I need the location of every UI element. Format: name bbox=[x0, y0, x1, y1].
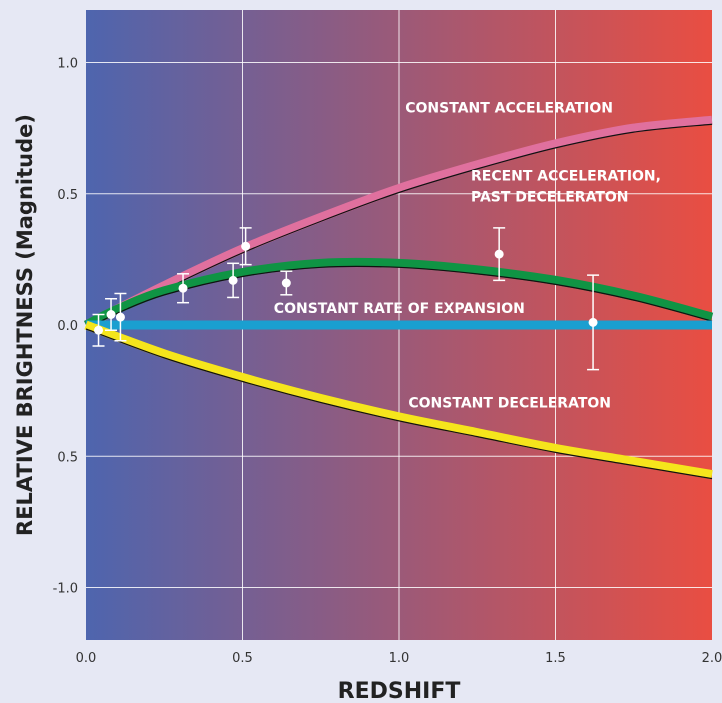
data-point bbox=[114, 292, 127, 342]
series-constant-deceleraton bbox=[84, 320, 713, 480]
y-axis-title: RELATIVE BRIGHTNESS (Magnitude) bbox=[13, 114, 37, 536]
curve-label: CONSTANT DECELERATON bbox=[408, 396, 611, 412]
data-points bbox=[92, 227, 600, 371]
data-point bbox=[105, 298, 118, 331]
curve-label: PAST DECELERATON bbox=[471, 190, 629, 206]
y-tick-label: 0.0 bbox=[57, 319, 78, 334]
x-tick-label: 0.0 bbox=[76, 651, 97, 666]
series-edge-constant-acceleration bbox=[85, 123, 713, 330]
x-tick-label: 1.0 bbox=[389, 651, 410, 666]
y-tick-label: 1.0 bbox=[57, 57, 78, 72]
data-point-marker bbox=[228, 275, 238, 285]
y-tick-label: 0.5 bbox=[57, 188, 78, 203]
data-point-marker bbox=[588, 317, 598, 327]
data-point-marker bbox=[178, 283, 188, 293]
curve-label: CONSTANT ACCELERATION bbox=[405, 100, 613, 116]
x-axis-title: REDSHIFT bbox=[338, 679, 461, 703]
curve-labels: CONSTANT ACCELERATION RECENT ACCELERATION… bbox=[274, 100, 661, 411]
series-edge-constant-deceleraton bbox=[85, 328, 713, 480]
data-point-marker bbox=[94, 325, 104, 335]
curves bbox=[83, 115, 714, 480]
x-tick-label: 2.0 bbox=[702, 651, 722, 666]
series-recent-acceleration-past-deceleraton bbox=[83, 257, 714, 330]
series-line-recent-acceleration-past-deceleraton bbox=[83, 257, 714, 330]
curve-label: RECENT ACCELERATION, bbox=[471, 169, 661, 185]
data-point bbox=[280, 270, 293, 296]
data-point bbox=[177, 273, 190, 304]
data-point bbox=[227, 262, 240, 299]
data-point-marker bbox=[106, 310, 116, 319]
series-line-constant-deceleraton bbox=[84, 320, 713, 480]
x-tick-label: 1.5 bbox=[545, 651, 566, 666]
x-tick-label: 0.5 bbox=[232, 651, 253, 666]
data-point-marker bbox=[115, 312, 125, 322]
series-constant-acceleration bbox=[83, 115, 713, 330]
tick-labels: 0.0 0.5 1.0 1.5 2.0 1.0 0.5 0.0 0.5 -1.0 bbox=[53, 57, 722, 667]
y-tick-label: -1.0 bbox=[53, 582, 78, 597]
data-point bbox=[493, 227, 506, 282]
y-tick-label: 0.5 bbox=[57, 450, 78, 465]
data-point bbox=[587, 274, 600, 371]
data-point-marker bbox=[241, 241, 251, 251]
data-point bbox=[92, 313, 105, 347]
series-edge-recent-acceleration-past-deceleraton bbox=[85, 265, 713, 330]
data-point bbox=[239, 227, 252, 266]
data-point-marker bbox=[281, 278, 291, 288]
curve-label: CONSTANT RATE OF EXPANSION bbox=[274, 301, 525, 317]
data-point-marker bbox=[494, 249, 504, 259]
series-line-constant-acceleration bbox=[83, 115, 713, 330]
